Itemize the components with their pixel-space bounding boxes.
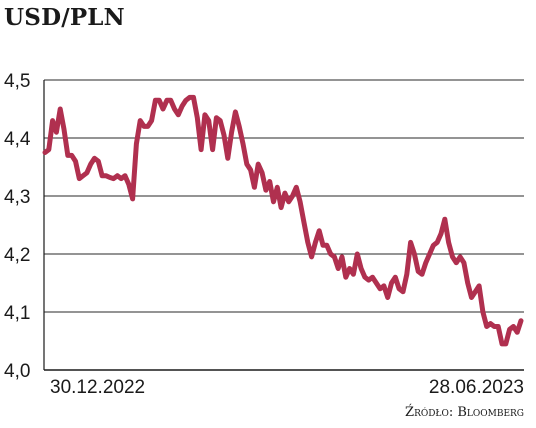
series-layer — [42, 94, 524, 347]
y-tick-label: 4,3 — [4, 187, 30, 208]
chart-title: USD/PLN — [4, 4, 125, 31]
gridlines — [44, 79, 524, 371]
y-tick-label: 4,0 — [4, 361, 30, 382]
y-tick-label: 4,1 — [4, 303, 30, 324]
y-tick-label: 4,5 — [4, 71, 30, 92]
x-axis: 30.12.2022 28.06.2023 — [50, 377, 524, 398]
y-tick-label: 4,2 — [4, 245, 30, 266]
y-tick-label: 4,4 — [4, 129, 31, 150]
x-tick-label-start: 30.12.2022 — [50, 377, 145, 398]
x-tick-label-end: 28.06.2023 — [429, 377, 524, 398]
usd-pln-series-line — [42, 94, 524, 347]
source-note: Źródło: Bloomberg — [405, 405, 524, 420]
y-axis: 4,0 4,1 4,2 4,3 4,4 4,5 — [4, 71, 45, 382]
